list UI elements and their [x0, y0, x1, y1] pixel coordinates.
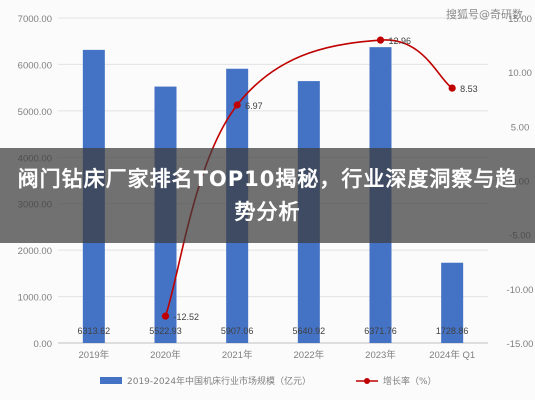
- y-left-tick-label: 7000.00: [18, 14, 52, 25]
- growth-rate-point: [448, 84, 456, 92]
- growth-rate-label: -12.52: [174, 312, 200, 322]
- x-tick-label: 2019年: [79, 349, 110, 361]
- growth-rate-label: 6.97: [245, 101, 263, 111]
- y-right-tick-label: -15.00: [507, 339, 534, 350]
- x-tick-label: 2020年: [150, 349, 181, 361]
- y-left-tick-label: 1000.00: [18, 293, 52, 304]
- legend-bar-label: 2019-2024年中国机床行业市场规模（亿元）: [127, 375, 311, 387]
- legend-line-label: 增长率（%）: [383, 375, 437, 387]
- bar-data-label: 5907.06: [221, 326, 254, 336]
- growth-rate-point: [161, 312, 170, 320]
- bar-data-label: 5522.93: [149, 326, 182, 336]
- y-left-tick-label: 2000.00: [18, 246, 52, 257]
- y-right-tick-label: 5.00: [511, 122, 530, 133]
- bar-data-label: 1728.86: [436, 326, 469, 336]
- x-tick-label: 2021年: [222, 349, 253, 361]
- watermark: 搜狐号@奇研数: [446, 8, 523, 21]
- bar-data-label: 6313.62: [78, 326, 111, 336]
- bar: [441, 262, 464, 343]
- bar-data-label: 5640.92: [293, 326, 326, 336]
- y-left-tick-label: 6000.00: [18, 60, 52, 71]
- x-tick-label: 2024年 Q1: [429, 349, 475, 361]
- banner-title: 阀门钻床厂家排名TOP10揭秘，行业深度洞察与趋势分析: [17, 166, 518, 224]
- growth-rate-label: 8.53: [460, 84, 478, 94]
- growth-rate-label: 12.96: [389, 36, 412, 46]
- y-right-tick-label: -10.00: [507, 285, 534, 296]
- y-right-tick-label: 15.00: [508, 14, 532, 25]
- legend-line-marker: [364, 378, 370, 384]
- y-left-tick-label: 0.00: [34, 339, 53, 350]
- bar-data-label: 6371.76: [364, 326, 397, 336]
- title-banner: 阀门钻床厂家排名TOP10揭秘，行业深度洞察与趋势分析: [0, 148, 535, 243]
- growth-rate-point: [233, 101, 241, 109]
- y-left-tick-label: 5000.00: [18, 107, 52, 118]
- legend-bar-swatch: [100, 377, 122, 384]
- x-tick-label: 2023年: [365, 349, 396, 361]
- x-tick-label: 2022年: [294, 349, 325, 361]
- y-right-tick-label: 10.00: [508, 68, 532, 79]
- growth-rate-point: [376, 36, 385, 44]
